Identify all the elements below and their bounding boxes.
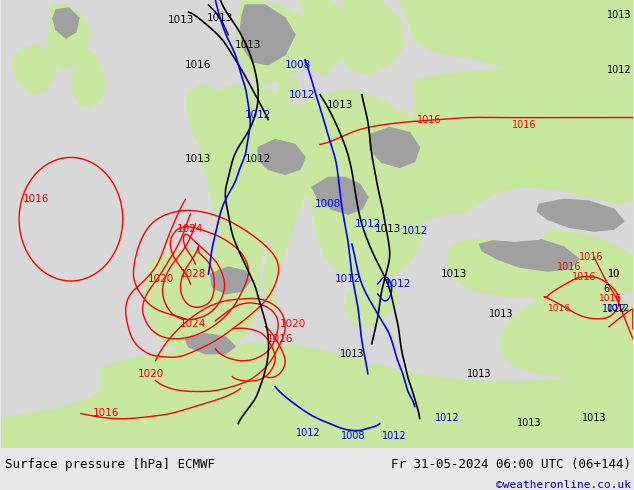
Polygon shape [430,211,547,241]
Text: 1012: 1012 [245,110,271,120]
Text: 1013: 1013 [467,368,491,379]
Text: 1012: 1012 [295,428,320,439]
Text: 1013: 1013 [489,309,514,319]
Text: 10: 10 [608,269,620,279]
Text: 6: 6 [604,284,610,294]
Text: 1012: 1012 [245,154,271,165]
Text: 1008: 1008 [315,199,341,209]
Text: 1013: 1013 [441,269,468,279]
Polygon shape [295,0,350,75]
Text: 1008: 1008 [285,60,311,70]
Text: 1016: 1016 [557,262,581,272]
Polygon shape [278,78,300,101]
Text: 1013: 1013 [235,40,261,50]
Text: 1016: 1016 [93,409,119,418]
Polygon shape [46,5,91,70]
Text: 1012: 1012 [335,274,361,284]
Text: 1028: 1028 [180,269,207,279]
Text: 1016: 1016 [579,252,603,262]
Polygon shape [399,0,633,85]
Text: 1012: 1012 [607,65,631,75]
Polygon shape [1,344,633,448]
Text: 1013: 1013 [207,13,233,23]
Polygon shape [186,85,230,154]
Polygon shape [500,291,633,384]
Text: 10: 10 [608,269,620,279]
Polygon shape [11,45,56,95]
Text: 1024: 1024 [178,224,204,234]
Polygon shape [235,0,320,85]
Text: 1016: 1016 [512,120,536,129]
Text: 1013: 1013 [185,154,212,165]
Text: 1012: 1012 [602,304,626,314]
Text: 1020: 1020 [280,319,306,329]
Text: 1016: 1016 [572,272,596,282]
Text: 1020: 1020 [148,274,174,284]
Text: 1008: 1008 [340,431,365,441]
Polygon shape [345,271,398,329]
Text: 1024: 1024 [180,319,207,329]
Text: 1013: 1013 [167,15,194,25]
Text: 1013: 1013 [327,99,353,110]
Polygon shape [404,70,633,221]
Polygon shape [144,249,228,349]
Polygon shape [240,5,295,65]
Text: 1020: 1020 [138,368,164,379]
Text: 1013: 1013 [340,349,364,359]
Text: 1012: 1012 [435,414,460,423]
Text: ©weatheronline.co.uk: ©weatheronline.co.uk [496,480,631,490]
Text: Surface pressure [hPa] ECMWF: Surface pressure [hPa] ECMWF [5,458,215,471]
Text: 1013: 1013 [582,414,606,423]
Polygon shape [370,127,420,168]
Text: 1016: 1016 [23,194,49,204]
Text: 1016: 1016 [599,294,623,303]
Polygon shape [537,199,624,231]
Polygon shape [186,334,235,354]
Polygon shape [479,237,579,271]
Polygon shape [258,140,305,174]
Text: Fr 31-05-2024 06:00 UTC (06+144): Fr 31-05-2024 06:00 UTC (06+144) [391,458,631,471]
Text: 1012: 1012 [354,219,381,229]
Polygon shape [295,90,434,224]
Polygon shape [210,267,250,294]
Polygon shape [448,229,633,301]
Polygon shape [574,80,633,105]
Polygon shape [310,161,425,284]
Text: 1016: 1016 [548,304,571,314]
Text: 1012: 1012 [401,226,428,236]
Text: 1016: 1016 [267,334,294,344]
Text: 1016: 1016 [185,60,212,70]
Polygon shape [340,0,404,75]
Polygon shape [71,50,106,108]
Polygon shape [53,8,79,38]
Text: 1013: 1013 [607,10,631,20]
Text: 1013: 1013 [517,418,541,428]
Polygon shape [262,147,310,309]
Text: 1012: 1012 [607,304,630,314]
Text: 1012: 1012 [384,279,411,289]
Text: 1012: 1012 [382,431,407,441]
Polygon shape [312,177,368,214]
Text: 1016: 1016 [417,115,442,124]
Text: 1012: 1012 [289,90,315,99]
Text: 1013: 1013 [375,224,401,234]
Polygon shape [198,85,310,344]
